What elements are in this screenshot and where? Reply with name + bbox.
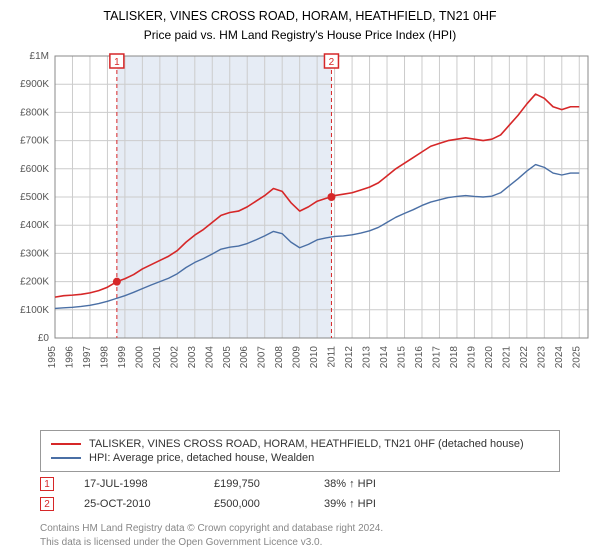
svg-text:2013: 2013 <box>362 346 373 369</box>
svg-text:2002: 2002 <box>169 346 180 369</box>
svg-text:2010: 2010 <box>309 346 320 369</box>
svg-text:2017: 2017 <box>431 346 442 369</box>
legend-swatch-subject <box>51 443 81 445</box>
svg-text:£200K: £200K <box>20 277 49 288</box>
svg-text:2000: 2000 <box>134 346 145 369</box>
svg-text:2009: 2009 <box>292 346 303 369</box>
svg-text:2014: 2014 <box>379 346 390 369</box>
legend-label-hpi: HPI: Average price, detached house, Weal… <box>89 452 314 464</box>
svg-text:1: 1 <box>114 57 120 68</box>
svg-text:2004: 2004 <box>204 346 215 369</box>
svg-text:1999: 1999 <box>117 346 128 369</box>
svg-text:2016: 2016 <box>414 346 425 369</box>
svg-text:1998: 1998 <box>99 346 110 369</box>
svg-text:2003: 2003 <box>187 346 198 369</box>
chart-container: TALISKER, VINES CROSS ROAD, HORAM, HEATH… <box>0 0 600 560</box>
legend-item-subject: TALISKER, VINES CROSS ROAD, HORAM, HEATH… <box>51 437 549 451</box>
svg-text:2018: 2018 <box>449 346 460 369</box>
svg-text:2024: 2024 <box>554 346 565 369</box>
data-point-date: 17-JUL-1998 <box>84 478 184 490</box>
chart-subtitle: Price paid vs. HM Land Registry's House … <box>0 26 600 42</box>
svg-text:2005: 2005 <box>222 346 233 369</box>
svg-text:2023: 2023 <box>536 346 547 369</box>
svg-text:£1M: £1M <box>30 51 49 62</box>
svg-text:£300K: £300K <box>20 248 49 259</box>
svg-text:2007: 2007 <box>257 346 268 369</box>
svg-text:2006: 2006 <box>239 346 250 369</box>
svg-text:2008: 2008 <box>274 346 285 369</box>
chart-plot-area: £0 £100K £200K £300K £400K £500K £600K £700K £80… <box>0 48 600 390</box>
footer-line-1: Contains HM Land Registry data © Crown c… <box>40 522 560 536</box>
legend-item-hpi: HPI: Average price, detached house, Weal… <box>51 451 549 465</box>
legend-swatch-hpi <box>51 457 81 459</box>
footer-attribution: Contains HM Land Registry data © Crown c… <box>40 522 560 549</box>
svg-text:2020: 2020 <box>484 346 495 369</box>
legend: TALISKER, VINES CROSS ROAD, HORAM, HEATH… <box>40 430 560 472</box>
legend-label-subject: TALISKER, VINES CROSS ROAD, HORAM, HEATH… <box>89 438 524 450</box>
svg-text:2021: 2021 <box>501 346 512 369</box>
svg-text:2: 2 <box>329 57 335 68</box>
svg-text:2001: 2001 <box>152 346 163 369</box>
svg-text:£600K: £600K <box>20 164 49 175</box>
data-point-marker-1: 1 <box>40 477 54 491</box>
data-point-hpi: 38% ↑ HPI <box>324 478 414 490</box>
data-point-price: £500,000 <box>214 498 294 510</box>
svg-text:£100K: £100K <box>20 305 49 316</box>
data-point-row: 1 17-JUL-1998 £199,750 38% ↑ HPI <box>40 474 560 494</box>
svg-text:£700K: £700K <box>20 136 49 147</box>
svg-text:£400K: £400K <box>20 220 49 231</box>
svg-text:2025: 2025 <box>571 346 582 369</box>
data-point-date: 25-OCT-2010 <box>84 498 184 510</box>
svg-text:£500K: £500K <box>20 192 49 203</box>
svg-text:1995: 1995 <box>47 346 58 369</box>
chart-svg: £0 £100K £200K £300K £400K £500K £600K £700K £80… <box>0 48 600 390</box>
svg-text:£800K: £800K <box>20 107 49 118</box>
svg-text:£900K: £900K <box>20 79 49 90</box>
chart-title: TALISKER, VINES CROSS ROAD, HORAM, HEATH… <box>0 0 600 26</box>
svg-text:1996: 1996 <box>64 346 75 369</box>
data-point-price: £199,750 <box>214 478 294 490</box>
footer-line-2: This data is licensed under the Open Gov… <box>40 536 560 550</box>
data-points-table: 1 17-JUL-1998 £199,750 38% ↑ HPI 2 25-OC… <box>40 474 560 514</box>
data-point-marker-2: 2 <box>40 497 54 511</box>
svg-text:1997: 1997 <box>82 346 93 369</box>
svg-text:2012: 2012 <box>344 346 355 369</box>
svg-text:2022: 2022 <box>519 346 530 369</box>
svg-text:2015: 2015 <box>397 346 408 369</box>
svg-text:2011: 2011 <box>327 346 338 368</box>
svg-text:£0: £0 <box>38 333 50 344</box>
data-point-hpi: 39% ↑ HPI <box>324 498 414 510</box>
svg-text:2019: 2019 <box>466 346 477 369</box>
data-point-row: 2 25-OCT-2010 £500,000 39% ↑ HPI <box>40 494 560 514</box>
